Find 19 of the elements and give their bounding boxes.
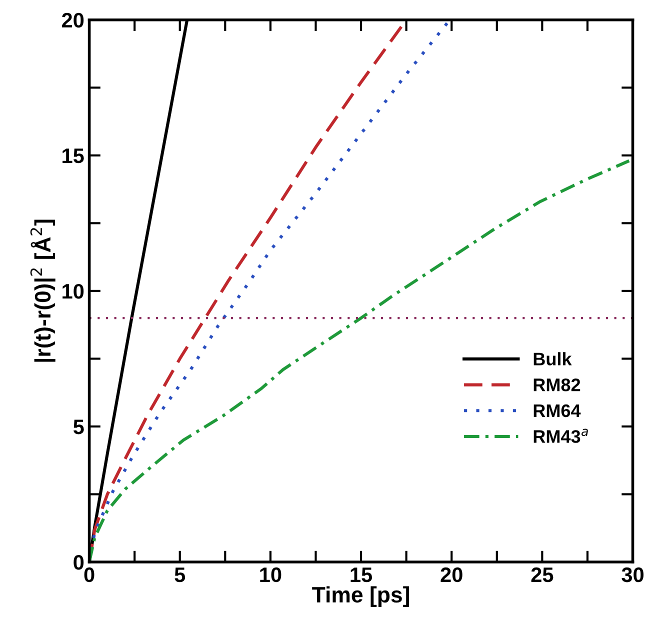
x-axis-title: Time [ps]: [312, 586, 409, 607]
y-tick-label: 0: [74, 555, 84, 570]
legend-label: RM43$^{a}$: [534, 428, 588, 443]
y-axis-title: |r(t)-r(0)|$^{2}$ [Å$^{2}$]: [30, 220, 56, 362]
y-tick-label: 20: [62, 12, 84, 28]
x-tick-label: 10: [260, 567, 282, 582]
y-tick-label: 15: [62, 148, 84, 164]
x-tick-label: 25: [531, 567, 554, 582]
x-tick-label: 5: [174, 568, 186, 582]
legend-label: Bulk: [534, 352, 572, 366]
x-tick-label: 20: [440, 567, 462, 582]
legend-label: RM82: [534, 378, 580, 392]
x-tick-label: 15: [350, 568, 372, 582]
x-tick-label: 0: [84, 567, 94, 582]
y-tick-label: 5: [73, 420, 84, 434]
legend-label: RM64: [534, 404, 581, 418]
x-tick-label: 30: [622, 567, 644, 582]
y-tick-label: 10: [62, 284, 84, 299]
line-series: [89, 159, 631, 562]
